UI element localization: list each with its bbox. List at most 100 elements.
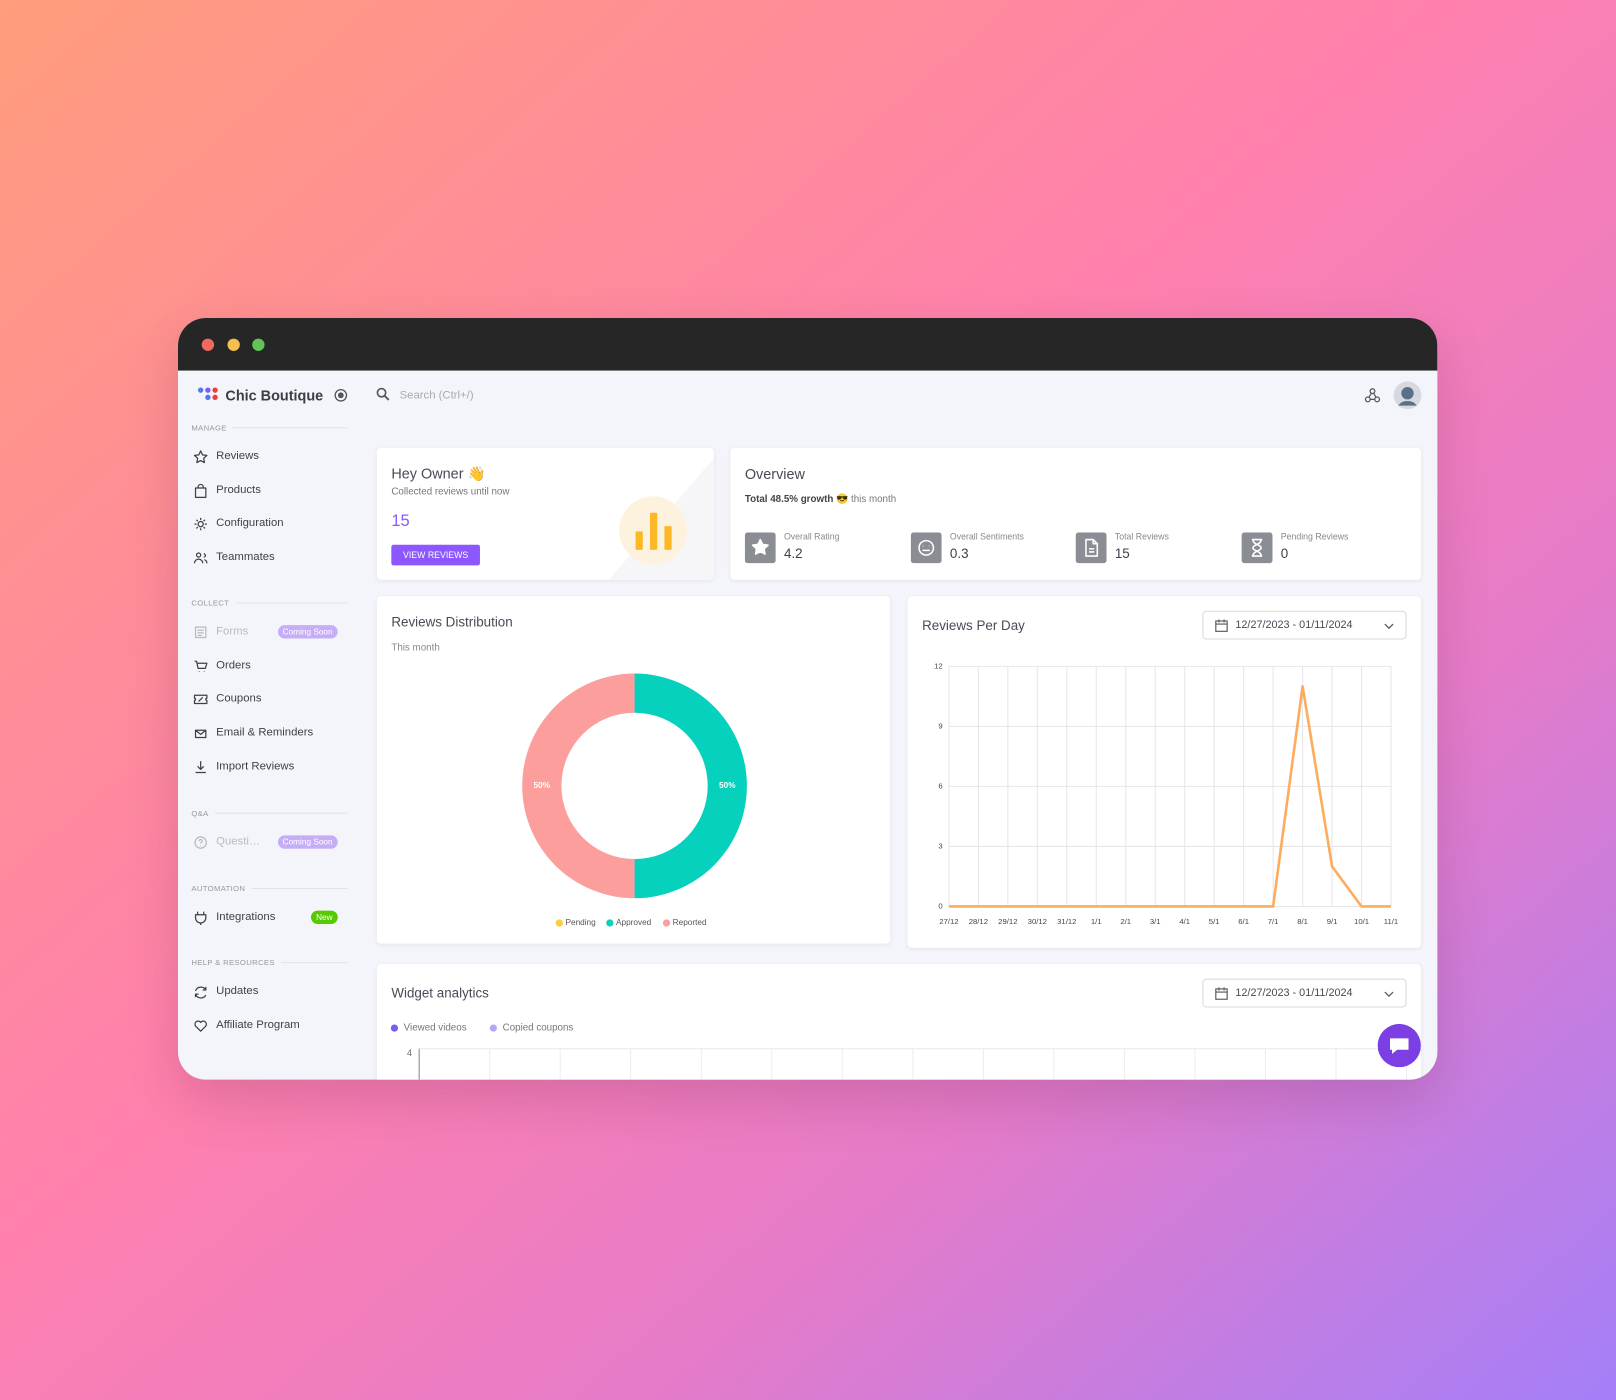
browser-window: Chic Boutique Search (Ctrl+/) MANAGE Revi… <box>178 318 1438 1080</box>
nav-icon <box>193 450 208 464</box>
y-tick-label: 0 <box>938 902 942 911</box>
nav-label: Import Reviews <box>216 759 295 773</box>
badge: New <box>310 910 338 924</box>
nav-icon-shape <box>194 660 208 672</box>
brand[interactable]: Chic Boutique <box>225 387 324 404</box>
nav-item[interactable]: Reviews <box>192 447 337 468</box>
chat-button[interactable] <box>1377 1023 1421 1068</box>
review-count: 15 <box>391 512 410 531</box>
divider <box>280 961 349 963</box>
nav-label: Email & Reminders <box>216 726 314 739</box>
minimize-dot[interactable] <box>227 338 240 351</box>
legend-dot <box>390 1024 399 1032</box>
chevron <box>1384 991 1394 998</box>
legend-label: Viewed videos <box>404 1023 467 1034</box>
nav-label: Coupons <box>216 692 262 705</box>
x-tick-label: 8/1 <box>1297 917 1308 926</box>
stat-value: 0 <box>1280 545 1289 562</box>
date-range: 12/27/2023 - 01/11/2024 <box>1235 986 1353 1000</box>
radio-icon[interactable] <box>334 388 348 402</box>
legend-label: Reported <box>673 918 707 927</box>
nav-label: Configuration <box>216 517 284 530</box>
stat-icon <box>1241 532 1273 564</box>
section-heading: Q&A <box>191 807 349 819</box>
nav-item[interactable]: Products <box>192 481 337 502</box>
nav-item[interactable]: Teammates <box>192 548 337 569</box>
nav-icon-shape <box>194 836 207 849</box>
line-chart: 0 3 6 9 12 27/12 28/12 29/12 30/12 31/12 1/1 2/1 3/1… <box>934 661 1398 926</box>
stat-label: Overall Sentiments <box>949 531 1024 542</box>
x-tick-label: 31/12 <box>1057 917 1076 926</box>
growth-period: this month <box>850 493 897 506</box>
nav-item[interactable]: Email & Reminders <box>192 723 337 744</box>
nav-icon-shape <box>194 1020 207 1032</box>
x-tick-label: 27/12 <box>939 917 958 926</box>
date-picker[interactable]: 12/27/2023 - 01/11/2024 <box>1202 610 1407 640</box>
search-input[interactable]: Search (Ctrl+/) <box>399 389 474 402</box>
nav-icon <box>194 518 207 531</box>
nav-item[interactable]: Forms Coming Soon <box>192 622 338 643</box>
nav-icon <box>194 986 207 999</box>
divider <box>214 812 349 814</box>
divider <box>235 601 349 603</box>
nav-item[interactable]: Updates <box>192 982 337 1003</box>
nav-icon-shape <box>193 552 208 564</box>
view-reviews-button[interactable]: VIEW REVIEWS <box>391 544 480 566</box>
legend-dot <box>489 1024 497 1032</box>
section-heading-text: COLLECT <box>191 597 230 608</box>
nav-item[interactable]: Affiliate Program <box>192 1015 337 1036</box>
zoom-dot[interactable] <box>252 338 265 351</box>
nav-icon-shape <box>194 911 207 926</box>
calendar-icon <box>1215 619 1228 632</box>
widget-analytics-card: Widget analytics 12/27/2023 - 01/11/2024… <box>376 964 1421 1080</box>
widget-chart: Viewed videos Copied coupons 4 <box>390 1023 1408 1080</box>
legend-label: Approved <box>616 918 652 927</box>
nav-item[interactable]: Questi… Coming Soon <box>192 832 338 853</box>
divider <box>232 426 349 428</box>
y-tick-label: 9 <box>938 721 942 730</box>
card-subtitle: This month <box>391 642 440 654</box>
stat-label: Overall Rating <box>783 531 840 542</box>
data-label: 50% <box>719 781 736 790</box>
divider <box>251 887 349 889</box>
x-tick-label: 1/1 <box>1091 917 1102 926</box>
donut-chart: 50% 50% Pending Approved Reported <box>522 673 747 927</box>
legend-dot <box>662 919 671 927</box>
nav-item[interactable]: Integrations New <box>192 908 338 929</box>
avatar[interactable] <box>1393 381 1422 410</box>
nav-item[interactable]: Configuration <box>192 514 337 535</box>
nav-item[interactable]: Import Reviews <box>192 757 337 778</box>
stat-icon-shape <box>1085 538 1099 557</box>
nav-icon <box>194 1020 207 1032</box>
section-heading: HELP & RESOURCES <box>191 956 349 968</box>
x-tick-label: 10/1 <box>1354 917 1369 926</box>
nav-item[interactable]: Orders <box>192 656 337 677</box>
close-dot[interactable] <box>201 338 215 351</box>
stat-icon-bg <box>1241 532 1273 564</box>
distribution-card: Reviews Distribution This month 50% 50% Pe… <box>376 596 891 944</box>
nav-item[interactable]: Coupons <box>192 689 337 710</box>
y-tick-label: 6 <box>938 781 942 790</box>
x-tick-label: 2/1 <box>1120 917 1131 926</box>
donut-slice <box>634 673 747 899</box>
integrations-icon[interactable] <box>1364 387 1381 403</box>
x-tick-label: 4/1 <box>1179 917 1190 926</box>
nav-label: Forms <box>216 625 249 638</box>
date-picker[interactable]: 12/27/2023 - 01/11/2024 <box>1202 978 1407 1008</box>
stat-icon-shape <box>918 539 935 556</box>
legend-label: Pending <box>566 918 597 927</box>
nav-icon <box>194 483 207 498</box>
nav-label: Questi… <box>216 835 261 848</box>
nav-label: Reviews <box>216 449 259 463</box>
x-tick-label: 28/12 <box>969 917 988 926</box>
nav-icon <box>194 911 207 926</box>
growth: Total 48.5% growth <box>744 493 834 506</box>
nav-icon <box>193 552 208 564</box>
nav-icon <box>194 836 207 849</box>
nav-icon-shape <box>193 450 208 464</box>
stat-icon <box>744 532 776 564</box>
growth-emoji: 😎 <box>836 493 849 506</box>
x-tick-label: 9/1 <box>1327 917 1338 926</box>
nav-icon <box>194 660 208 672</box>
